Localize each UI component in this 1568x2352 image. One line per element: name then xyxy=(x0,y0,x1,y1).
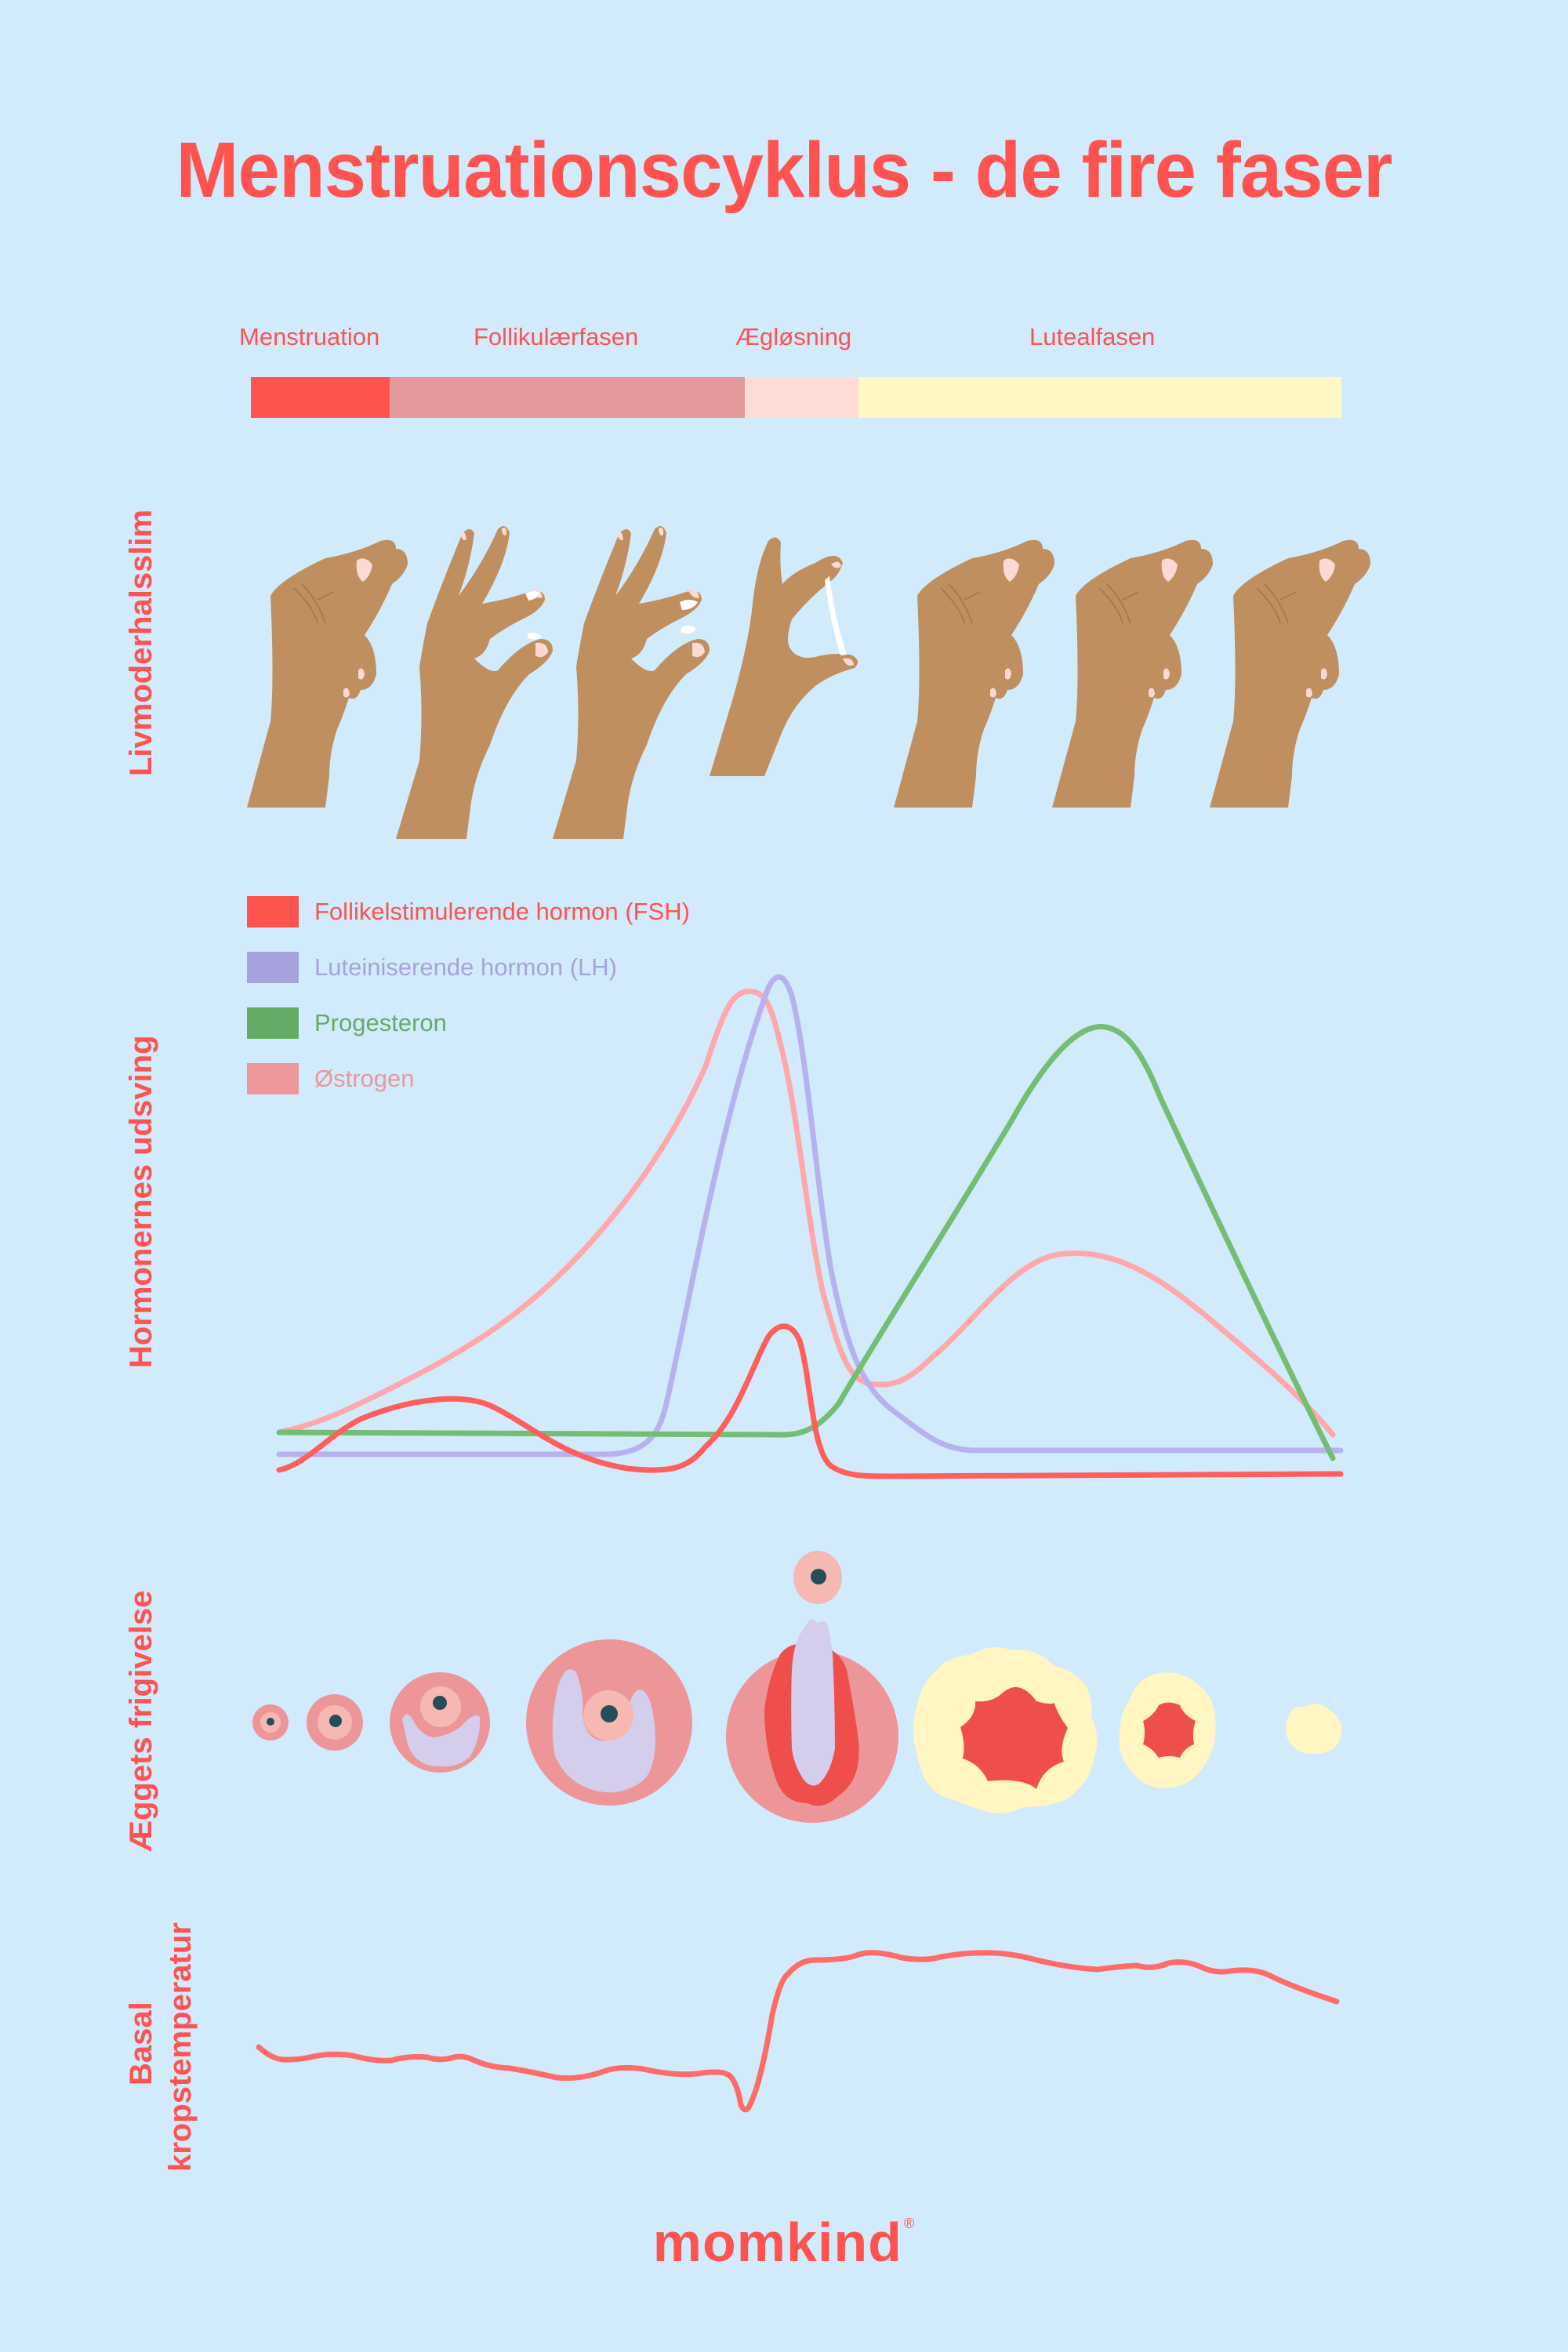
hand-1-closed-icon xyxy=(246,539,408,808)
progesterone-curve xyxy=(276,1024,1336,1461)
phase-bar-menstruation xyxy=(251,377,390,418)
basal-temperature-chart xyxy=(256,1950,1340,2113)
hand-2-sticky-mucus-icon xyxy=(396,526,553,839)
legend-label-estrogen: Østrogen xyxy=(314,1065,415,1092)
estrogen-curve xyxy=(276,988,1336,1438)
brand-name: momkind xyxy=(652,2212,902,2273)
phase-label-follicular: Follikulærfasen xyxy=(474,323,639,350)
follicle-antral-icon xyxy=(526,1639,692,1806)
hand-4-stretchy-mucus-icon xyxy=(710,537,858,776)
phase-bar-luteal xyxy=(858,377,1341,418)
egg-release-illustrations xyxy=(252,1551,1342,1823)
corpus-luteum-large-icon xyxy=(913,1647,1098,1814)
legend-swatch-progesterone xyxy=(247,1007,299,1039)
legend-swatch-lh xyxy=(247,952,299,983)
corpus-albicans-icon xyxy=(1286,1704,1342,1755)
brand-logo: momkind ® xyxy=(0,2211,1568,2274)
follicle-secondary-icon xyxy=(390,1672,490,1773)
legend-item-fsh: Follikelstimulerende hormon (FSH) xyxy=(247,895,690,928)
follicle-primary-icon xyxy=(307,1694,363,1751)
hand-6-closed-icon xyxy=(1051,539,1214,808)
follicle-primordial-icon xyxy=(252,1704,289,1740)
phase-bar-follicular xyxy=(390,377,745,418)
legend-label-fsh: Follikelstimulerende hormon (FSH) xyxy=(314,898,690,925)
legend-item-progesterone: Progesteron xyxy=(247,1007,447,1040)
follicle-ovulation-icon xyxy=(726,1551,898,1823)
phase-label-ovulation: Ægløsning xyxy=(735,323,852,350)
basal-temperature-curve xyxy=(256,1950,1340,2113)
hand-7-closed-icon xyxy=(1209,539,1371,808)
registered-mark: ® xyxy=(903,2216,916,2231)
legend-label-lh: Luteiniserende hormon (LH) xyxy=(314,953,617,981)
lh-curve xyxy=(276,974,1344,1457)
corpus-luteum-small-icon xyxy=(1119,1672,1216,1788)
legend-label-progesterone: Progesteron xyxy=(314,1009,447,1036)
phase-bar-ovulation xyxy=(745,377,858,418)
hand-5-closed-icon xyxy=(893,539,1055,808)
legend-swatch-estrogen xyxy=(247,1063,299,1094)
page-title: Menstruationscyklus - de fire faser xyxy=(176,126,1393,214)
phase-label-luteal: Lutealfasen xyxy=(1029,323,1156,350)
cervical-mucus-hands xyxy=(246,526,1371,839)
hormone-chart xyxy=(276,974,1344,1479)
legend-swatch-fsh xyxy=(247,896,299,927)
legend-item-estrogen: Østrogen xyxy=(247,1062,415,1095)
hand-3-creamy-mucus-icon xyxy=(553,526,710,839)
legend-item-lh: Luteiniserende hormon (LH) xyxy=(247,951,617,984)
fsh-curve xyxy=(276,1323,1344,1479)
phase-label-menstruation: Menstruation xyxy=(239,323,380,350)
